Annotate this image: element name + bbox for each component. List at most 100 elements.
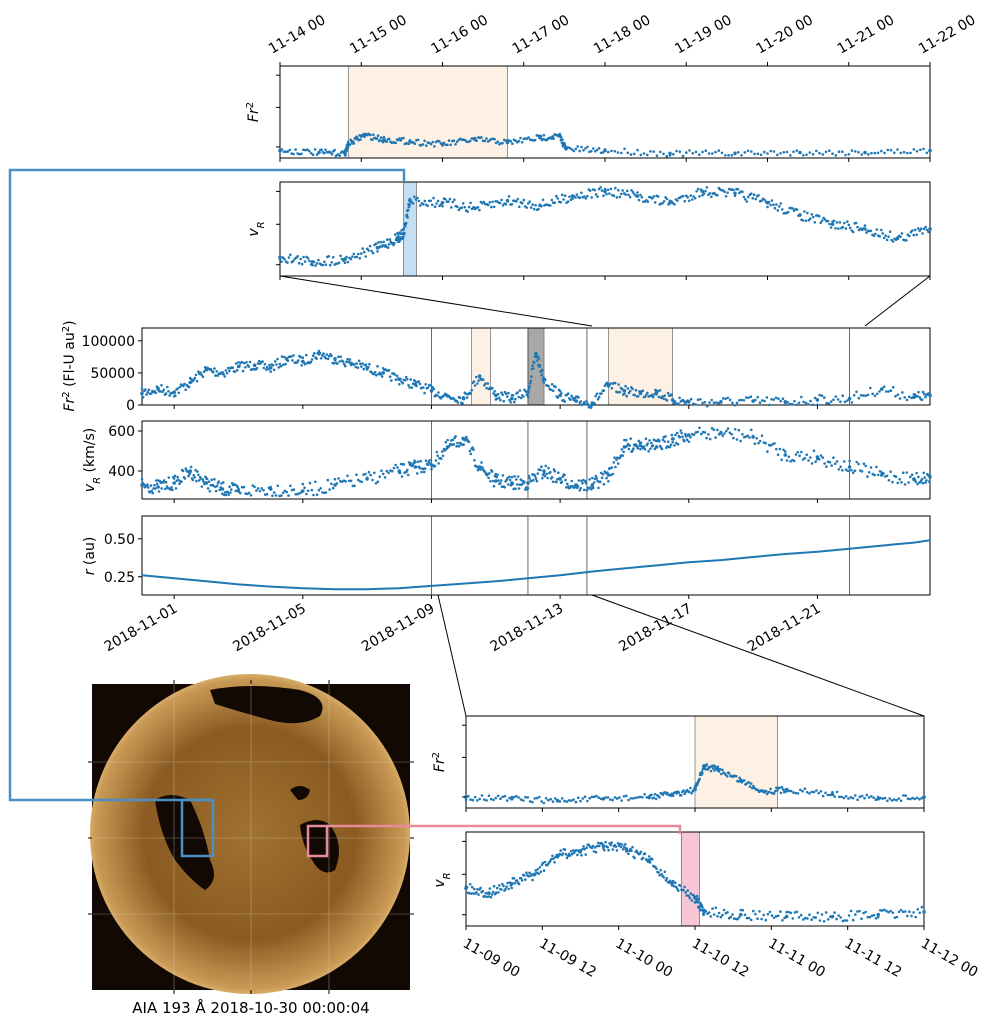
- zoom-fr2-point: [629, 797, 633, 800]
- main-fr2-point: [197, 370, 200, 374]
- main-vr-point: [898, 477, 901, 481]
- zoom-fr2-point: [772, 792, 776, 795]
- main-vr-point: [681, 435, 684, 438]
- zoom-vr-point: [854, 221, 858, 225]
- zoom-fr2-point: [320, 148, 323, 152]
- zoom-fr2-point: [841, 150, 844, 153]
- zoom-vr-point: [673, 881, 677, 884]
- zoom-fr2-point: [773, 789, 777, 793]
- main-vr-point: [842, 460, 846, 463]
- zoom-vr-point: [483, 894, 487, 898]
- zoom-fr2-point: [828, 149, 831, 152]
- main-vr-point: [649, 447, 652, 451]
- zoom-vr-point-point: [895, 236, 900, 241]
- zoom-fr2-point: [899, 799, 903, 803]
- zoom-vr-point: [843, 919, 847, 922]
- zoom-vr-point-point: [700, 189, 705, 194]
- main-vr-point: [907, 481, 910, 484]
- zoom-vr-point: [568, 195, 571, 199]
- zoom-vr-point: [922, 227, 926, 231]
- zoom-fr2-point: [802, 154, 805, 157]
- zoom-fr2-point: [895, 798, 898, 802]
- zoom-fr2-point: [865, 793, 869, 797]
- main-vr-point: [766, 450, 769, 453]
- main-fr2-point: [744, 396, 748, 399]
- main-vr-point: [392, 466, 396, 470]
- main-fr2-point: [177, 391, 181, 395]
- zoom-vr-point: [361, 247, 365, 250]
- zoom-xtick-label: 11-10 00: [613, 936, 676, 981]
- main-vr-frame: [141, 420, 931, 500]
- zoom-vr-point: [447, 200, 450, 203]
- main-fr2-point: [147, 388, 151, 392]
- main-fr2-point: [585, 400, 588, 403]
- zoom-vr-point: [617, 188, 620, 192]
- main-fr2-point: [313, 352, 316, 355]
- main-vr-point: [557, 471, 560, 475]
- main-vr-point: [627, 447, 631, 451]
- zoom-vr-point: [754, 912, 757, 916]
- zoom-fr2-point: [803, 787, 807, 790]
- main-fr2-point: [657, 395, 661, 399]
- zoom-vr-point: [881, 909, 884, 912]
- zoom-vr-point: [885, 909, 888, 913]
- main-vr-point: [535, 479, 539, 483]
- main-fr2-point-point: [381, 371, 386, 375]
- zoom-vr-point: [315, 262, 319, 265]
- zoom-vr-point: [756, 917, 759, 920]
- zoom-vr-point: [652, 195, 656, 198]
- zoom-fr2-point: [794, 791, 798, 795]
- zoom-vr-point: [747, 916, 751, 920]
- zoom-vr-point: [485, 895, 489, 899]
- main-fr2-point: [484, 382, 487, 385]
- main-fr2-point: [355, 362, 359, 365]
- zoom-vr-point: [888, 230, 892, 233]
- zoom-vr-point: [504, 203, 508, 206]
- zoom-vr-point: [628, 195, 632, 199]
- zoom-vr-point: [337, 261, 341, 265]
- main-vr-point: [541, 476, 544, 480]
- zoom-vr-point: [526, 202, 530, 205]
- zoom-fr2-point: [551, 800, 555, 803]
- main-vr-point: [437, 462, 440, 465]
- zoom-vr-point: [726, 191, 729, 194]
- zoom-vr-point: [849, 909, 853, 913]
- zoom-fr2-point: [872, 796, 875, 799]
- main-fr2-point: [818, 393, 821, 397]
- main-fr2-point: [214, 374, 217, 377]
- main-vr-point: [236, 485, 239, 489]
- zoom-vr-point: [676, 199, 679, 202]
- main-fr2-point: [772, 398, 776, 401]
- zoom-xtick-label: 11-10 12: [689, 936, 752, 981]
- zoom-vr-point: [507, 887, 511, 891]
- main-fr2-point: [338, 360, 341, 363]
- zoom-vr-point: [518, 205, 521, 209]
- zoom-vr-point-point: [408, 199, 412, 203]
- zoom-vr-point: [770, 914, 774, 917]
- main-fr2-point: [502, 399, 506, 403]
- main-fr2-point: [731, 401, 734, 405]
- zoom-vr-point: [357, 252, 360, 256]
- zoom-fr2-point: [856, 798, 859, 801]
- zoom-fr2-point: [528, 800, 532, 803]
- main-vr-point-point: [590, 483, 595, 487]
- main-fr2-point: [924, 395, 927, 399]
- main-fr2-point: [342, 362, 346, 366]
- zoom-fr2-point: [294, 148, 297, 151]
- zoom-fr2-point: [749, 782, 753, 785]
- main-vr-point: [249, 494, 253, 497]
- zoom-fr2-point: [492, 798, 495, 802]
- zoom-fr2-point-point: [876, 797, 880, 801]
- zoom-vr-point: [605, 192, 608, 196]
- zoom-vr-point: [450, 206, 453, 209]
- main-vr-point: [613, 456, 616, 460]
- main-ytick-label: 0.25: [104, 570, 135, 586]
- zoom-vr-point: [490, 893, 494, 896]
- zoom-fr2-point: [801, 789, 804, 793]
- main-vr-point: [490, 470, 494, 473]
- main-vr-point: [170, 486, 173, 489]
- main-vr-point: [287, 494, 290, 497]
- main-vr-point: [683, 432, 687, 436]
- main-vr-point-point: [638, 441, 643, 445]
- main-fr2-point: [859, 394, 863, 397]
